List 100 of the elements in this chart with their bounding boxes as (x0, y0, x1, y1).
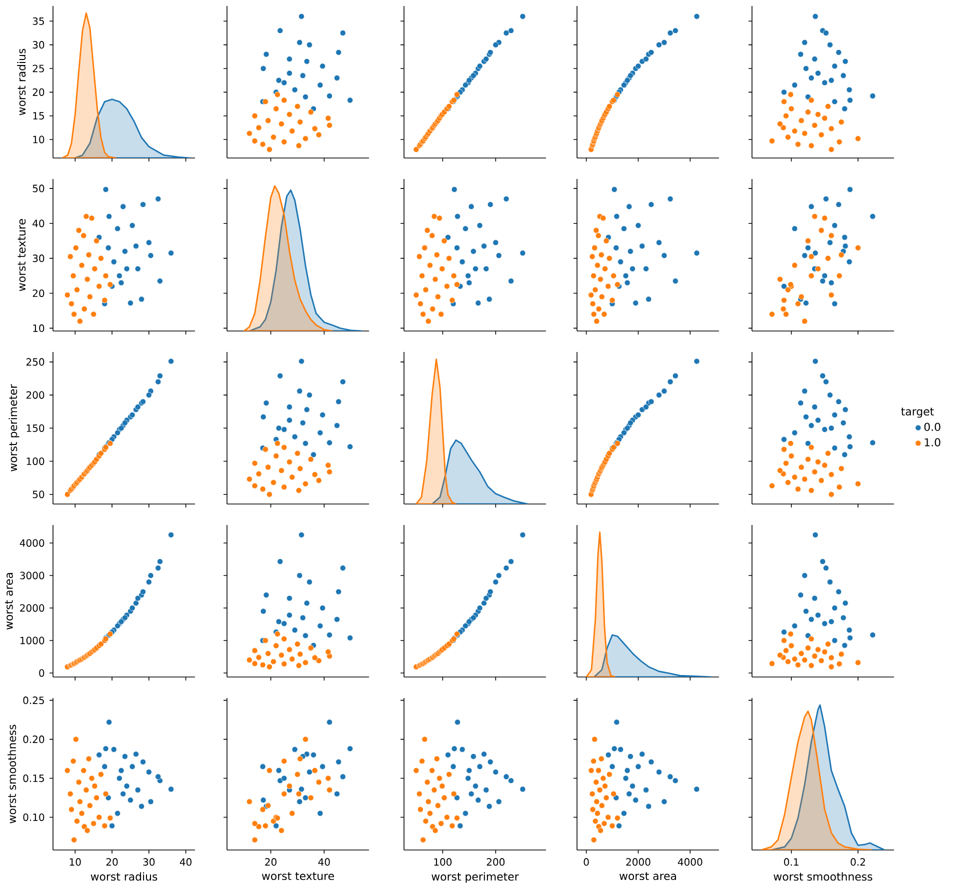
point (262, 822, 268, 829)
point (855, 480, 862, 487)
point (252, 138, 258, 144)
point (808, 142, 814, 149)
point (870, 632, 876, 638)
point (86, 252, 92, 258)
point (102, 746, 109, 752)
point (792, 430, 798, 436)
point (795, 141, 802, 148)
y-tick-label: 0.20 (23, 736, 44, 744)
point (672, 778, 678, 784)
point (503, 774, 510, 780)
y-tick-label: 10 (33, 136, 44, 144)
point (486, 803, 492, 810)
point (620, 810, 627, 816)
point (840, 420, 846, 426)
point (870, 213, 876, 220)
point (168, 786, 174, 792)
point (792, 474, 798, 480)
point (836, 138, 842, 145)
point (836, 588, 842, 595)
point (842, 642, 848, 648)
point (783, 311, 790, 318)
point (94, 794, 100, 801)
point (795, 662, 802, 668)
point (846, 258, 852, 265)
point (812, 213, 818, 220)
point (620, 82, 627, 88)
point (802, 388, 808, 394)
point (627, 753, 634, 760)
point (106, 719, 112, 726)
point (336, 588, 342, 595)
point (588, 292, 594, 298)
point (281, 97, 288, 104)
point (503, 196, 510, 202)
point (297, 119, 304, 126)
point (827, 578, 834, 585)
point (114, 430, 121, 436)
point (828, 126, 834, 132)
point (605, 283, 612, 290)
point (832, 605, 838, 611)
y-tick-label: 15 (33, 112, 44, 120)
point (462, 82, 468, 88)
point (459, 258, 466, 265)
point (828, 654, 834, 661)
point (286, 417, 292, 424)
point (277, 372, 284, 379)
point (846, 86, 852, 93)
point (336, 758, 342, 765)
point (508, 778, 514, 784)
point (605, 752, 612, 758)
point (601, 820, 608, 826)
point (783, 112, 790, 119)
point (340, 378, 346, 385)
point (308, 794, 314, 801)
point (71, 311, 78, 318)
point (781, 637, 788, 644)
point (306, 392, 312, 398)
point (110, 746, 117, 752)
point (96, 752, 102, 758)
point (419, 272, 426, 279)
point (140, 588, 146, 595)
point (451, 746, 458, 752)
point (614, 719, 620, 726)
point (127, 300, 134, 306)
point (646, 803, 652, 810)
y-tick-label: 150 (26, 424, 44, 432)
point (785, 134, 792, 140)
point (777, 468, 784, 474)
y-tick-label: 1000 (20, 636, 44, 644)
point (286, 458, 292, 465)
point (635, 412, 642, 418)
point (122, 420, 128, 426)
point (496, 572, 502, 578)
point (273, 452, 280, 459)
point (595, 232, 602, 239)
point (92, 783, 98, 790)
point (278, 120, 284, 127)
point (138, 296, 145, 302)
point (67, 254, 74, 260)
point (434, 252, 440, 258)
point (416, 254, 422, 260)
point (277, 28, 284, 34)
point (600, 775, 606, 782)
point (832, 98, 838, 105)
point (783, 648, 790, 654)
point (825, 103, 832, 110)
point (260, 608, 266, 614)
point (656, 769, 662, 776)
point (146, 578, 152, 585)
point (635, 63, 642, 70)
point (273, 642, 280, 649)
point (312, 126, 318, 132)
point (347, 444, 354, 450)
point (320, 605, 326, 611)
point (475, 300, 482, 306)
point (803, 414, 810, 420)
point (86, 802, 93, 809)
point (815, 612, 822, 618)
point (420, 311, 426, 318)
